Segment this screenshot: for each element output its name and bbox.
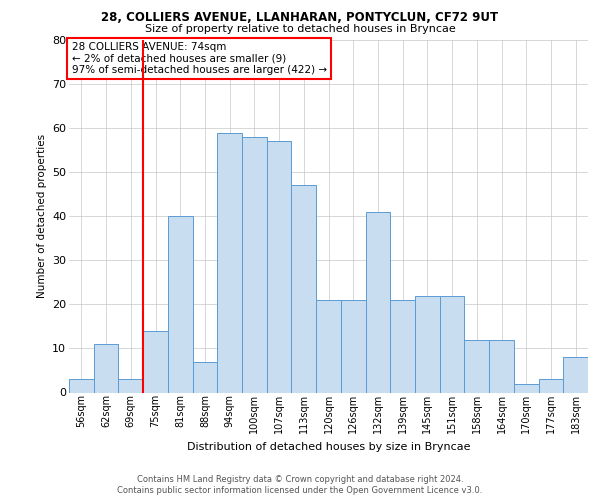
Bar [563,357,588,392]
Text: Size of property relative to detached houses in Bryncae: Size of property relative to detached ho… [145,24,455,34]
Y-axis label: Number of detached properties: Number of detached properties [37,134,47,298]
Bar [464,340,489,392]
Bar [242,137,267,392]
Bar [193,362,217,392]
Text: Contains public sector information licensed under the Open Government Licence v3: Contains public sector information licen… [118,486,482,495]
Bar [316,300,341,392]
Bar [539,380,563,392]
Bar [440,296,464,392]
Bar [69,380,94,392]
Text: 28 COLLIERS AVENUE: 74sqm
← 2% of detached houses are smaller (9)
97% of semi-de: 28 COLLIERS AVENUE: 74sqm ← 2% of detach… [71,42,327,75]
X-axis label: Distribution of detached houses by size in Bryncae: Distribution of detached houses by size … [187,442,470,452]
Bar [168,216,193,392]
Bar [489,340,514,392]
Bar [217,132,242,392]
Bar [514,384,539,392]
Text: Contains HM Land Registry data © Crown copyright and database right 2024.: Contains HM Land Registry data © Crown c… [137,475,463,484]
Bar [118,380,143,392]
Bar [143,331,168,392]
Bar [94,344,118,393]
Bar [341,300,365,392]
Bar [365,212,390,392]
Text: 28, COLLIERS AVENUE, LLANHARAN, PONTYCLUN, CF72 9UT: 28, COLLIERS AVENUE, LLANHARAN, PONTYCLU… [101,11,499,24]
Bar [267,142,292,392]
Bar [415,296,440,392]
Bar [292,186,316,392]
Bar [390,300,415,392]
